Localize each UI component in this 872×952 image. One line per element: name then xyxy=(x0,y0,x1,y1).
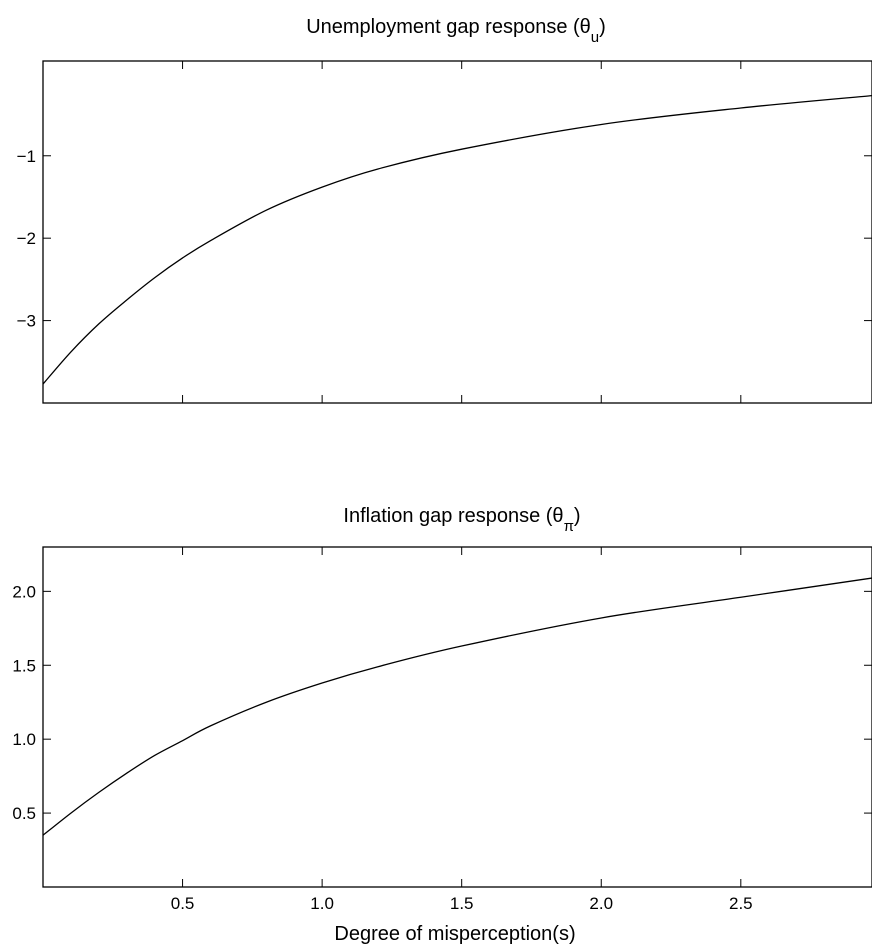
x-axis-label: Degree of misperception(s) xyxy=(334,923,575,945)
panel-title: Unemployment gap response (θu) xyxy=(306,16,606,46)
x-tick-label: 0.5 xyxy=(171,894,195,913)
y-tick-label: 0.5 xyxy=(12,804,36,823)
y-tick-label: 1.5 xyxy=(12,656,36,675)
y-tick-label: 2.0 xyxy=(12,582,36,601)
x-tick-label: 2.0 xyxy=(589,894,613,913)
x-tick-label: 1.5 xyxy=(450,894,474,913)
y-tick-label: −3 xyxy=(17,312,36,331)
unemployment-gap-panel: Unemployment gap response (θu) −1 −2 −3 xyxy=(17,16,872,404)
y-tick-label: −2 xyxy=(17,229,36,248)
series-line xyxy=(42,94,872,385)
panel-title: Inflation gap response (θπ) xyxy=(343,505,580,535)
x-tick-label: 1.0 xyxy=(310,894,334,913)
tick-group xyxy=(43,547,872,887)
y-tick-label: −1 xyxy=(17,147,36,166)
x-tick-label: 2.5 xyxy=(729,894,753,913)
plot-frame xyxy=(42,546,872,888)
plot-frame xyxy=(42,60,872,404)
tick-label-group: 0.5 1.0 1.5 2.0 2.5 0.5 1.0 1.5 2.0 xyxy=(12,582,752,913)
tick-label-group: −1 −2 −3 xyxy=(17,147,36,331)
y-tick-label: 1.0 xyxy=(12,730,36,749)
tick-group xyxy=(43,61,872,403)
series-line xyxy=(42,577,872,836)
inflation-gap-panel: Inflation gap response (θπ) 0.5 1.0 1.5 2.0… xyxy=(12,505,872,945)
